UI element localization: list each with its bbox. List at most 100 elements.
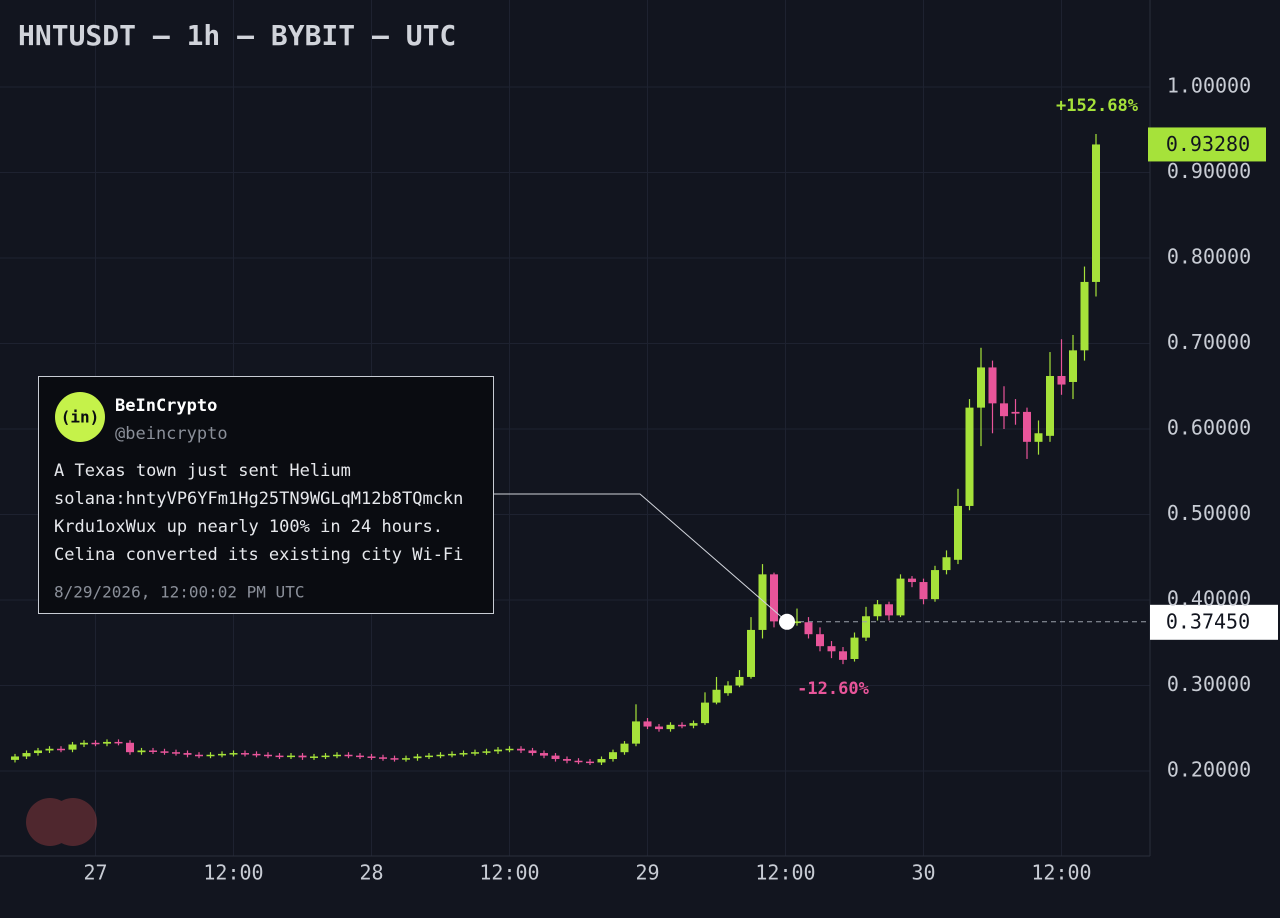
candle-body <box>540 753 548 756</box>
tweet-card: (in) BeInCrypto @beincrypto A Texas town… <box>38 376 494 614</box>
candle-body <box>45 748 54 751</box>
candle-body <box>689 723 698 726</box>
candle-body <box>344 754 353 757</box>
candle-body <box>57 748 65 751</box>
candle-body <box>459 753 468 755</box>
candle-body <box>218 753 226 756</box>
candle-body <box>448 753 456 756</box>
candle-body <box>1092 144 1100 282</box>
candle-body <box>701 702 709 724</box>
candle-body <box>678 724 686 727</box>
candle-body <box>206 754 215 757</box>
event-dot <box>779 613 795 630</box>
candle-body <box>908 578 916 583</box>
candle-body <box>942 557 951 571</box>
tweet-logo: (in) <box>61 408 100 427</box>
candle-body <box>425 755 433 758</box>
candle-body <box>1069 350 1077 382</box>
tweet-text: A Texas town just sent Helium <box>54 461 351 481</box>
candle-body <box>517 748 525 751</box>
candle-body <box>574 760 583 763</box>
watermark <box>26 798 97 846</box>
candle-body <box>816 634 824 647</box>
candle-body <box>563 759 571 761</box>
candle-body <box>1046 375 1054 436</box>
candle-body <box>885 604 893 616</box>
tweet-text: solana:hntyVP6YFm1Hg25TN9WGLqM12b8TQmckn <box>54 489 463 509</box>
tweet-text: Celina converted its existing city Wi-Fi <box>54 545 463 565</box>
annotation: -12.60% <box>797 679 869 699</box>
candle-body <box>333 754 341 757</box>
y-tick-label: 1.00000 <box>1167 74 1251 98</box>
candle-body <box>252 753 261 756</box>
candle-body <box>195 754 203 757</box>
tweet-card-box <box>38 376 494 614</box>
candle-body <box>1023 411 1031 442</box>
y-tick-label: 0.70000 <box>1167 330 1251 354</box>
price-label: 0.93280 <box>1166 132 1250 156</box>
y-tick-label: 0.40000 <box>1167 587 1251 611</box>
candle-body <box>160 751 169 753</box>
candle-body <box>597 759 606 763</box>
candle-body <box>91 742 100 745</box>
candle-body <box>505 748 514 751</box>
y-tick-label: 0.80000 <box>1167 245 1251 269</box>
candle-body <box>1011 411 1020 414</box>
candle-body <box>919 582 928 600</box>
candle-body <box>229 753 238 755</box>
candle-body <box>632 721 640 744</box>
candle-body <box>896 578 905 616</box>
candle-body <box>724 685 732 694</box>
x-tick-label: 27 <box>83 861 107 885</box>
watermark-peach <box>26 798 74 846</box>
tweet-text: Krdu1oxWux up nearly 100% in 24 hours. <box>54 517 443 537</box>
candle-body <box>137 750 146 753</box>
candle-body <box>954 505 962 560</box>
candle-body <box>298 755 307 758</box>
candle-body <box>494 749 502 752</box>
candle-body <box>931 570 939 600</box>
candle-body <box>390 758 399 760</box>
candle-body <box>862 616 870 638</box>
candle-body <box>379 757 387 759</box>
candle-body <box>850 637 859 659</box>
candle-body <box>264 754 272 757</box>
candle-body <box>321 755 330 758</box>
tweet-timestamp: 8/29/2026, 12:00:02 PM UTC <box>54 583 304 602</box>
candle-body <box>402 758 410 760</box>
candle-body <box>367 756 376 758</box>
candle-body <box>804 622 813 635</box>
price-label-box <box>1150 604 1278 640</box>
candle-body <box>275 755 284 758</box>
candle-body <box>172 752 180 754</box>
price-label: 0.37450 <box>1166 609 1250 633</box>
x-tick-label: 30 <box>911 861 935 885</box>
x-tick-label: 12:00 <box>755 861 815 885</box>
candle-body <box>735 676 744 686</box>
candle-body <box>965 407 974 506</box>
y-tick-label: 0.60000 <box>1167 416 1251 440</box>
x-tick-label: 12:00 <box>1031 861 1091 885</box>
price-label-box <box>1148 127 1266 162</box>
x-tick-label: 12:00 <box>479 861 539 885</box>
candle-body <box>436 754 445 757</box>
candle-body <box>839 651 847 660</box>
candle-body <box>413 756 422 759</box>
price-lines: 0.93280 0.37450 <box>790 127 1278 640</box>
candle-body <box>977 367 985 408</box>
candle-body <box>149 750 157 752</box>
candle-body <box>528 750 537 754</box>
tweet-name: BeInCrypto <box>115 396 217 416</box>
candle-body <box>1034 433 1043 442</box>
candle-body <box>643 721 652 727</box>
candle-body <box>1000 403 1008 417</box>
candle-body <box>666 724 675 730</box>
candle-body <box>287 755 295 758</box>
candle-body <box>68 744 77 750</box>
connector-line <box>493 493 788 623</box>
candle-body <box>126 742 134 753</box>
candle-body <box>655 726 663 730</box>
candle-body <box>310 756 318 758</box>
candle-body <box>183 753 192 755</box>
